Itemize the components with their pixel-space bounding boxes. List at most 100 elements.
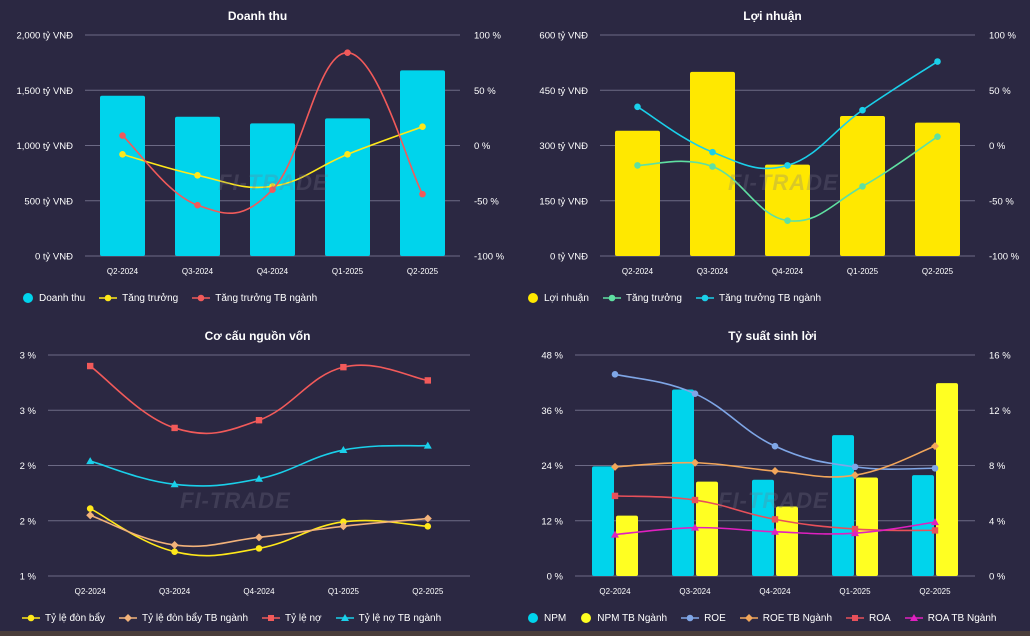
point-tang-truong-tb-nganh (119, 132, 126, 139)
x-tick-label: Q1-2025 (328, 587, 360, 596)
bar-npm-tb-nganh[interactable] (616, 515, 638, 576)
point-ty-le-no (340, 363, 347, 371)
legend-label: ROA (869, 612, 891, 624)
x-tick-label: Q2-2024 (622, 267, 654, 276)
bar-npm-tb-nganh[interactable] (696, 481, 718, 576)
legend-item-loi-nhuan[interactable]: Lợi nhuận (527, 292, 589, 304)
x-tick-label: Q4-2024 (772, 267, 804, 276)
profitability-legend[interactable]: NPM NPM TB Ngành ROE ROE TB Ngành ROA ROA TB … (527, 612, 1010, 624)
legend-item-roa[interactable]: ROA (846, 612, 891, 624)
point-ty-le-no (424, 377, 431, 384)
legend-icon (192, 294, 211, 302)
legend-label: NPM TB Ngành (597, 612, 668, 624)
revenue-chart: 0 tỷ VNĐ 500 tỷ VNĐ 1,000 tỷ VNĐ 1,500 tỷ V… (17, 31, 505, 277)
y2-tick-label: 0 % (474, 141, 491, 152)
legend-item-ty-le-don-bay[interactable]: Tỷ lệ đòn bẩy (22, 612, 105, 624)
bar-npm[interactable] (912, 475, 934, 576)
y-tick-label: 450 tỷ VNĐ (539, 86, 588, 97)
point-tang-truong (194, 172, 201, 179)
legend-item-npm[interactable]: NPM (527, 612, 566, 624)
bar-npm-tb-nganh[interactable] (856, 477, 878, 576)
legend-label: Tỷ lệ đòn bẩy (45, 612, 106, 624)
point-ty-le-don-bay (424, 522, 432, 530)
y2-tick-label: 50 % (989, 86, 1011, 97)
y-tick-label: 150 tỷ VNĐ (539, 196, 588, 207)
point-roa (931, 527, 939, 534)
point-ty-le-don-bay-tb-nganh (86, 511, 95, 520)
legend-item-tang-truong[interactable]: Tăng trưởng (99, 292, 178, 304)
point-roa-tb-nganh (691, 523, 699, 531)
point-tang-truong-tb-nganh (344, 49, 351, 56)
legend-item-roa-tb-nganh[interactable]: ROA TB Ngành (904, 612, 996, 624)
line-ty-le-don-bay-tb-nganh (89, 514, 428, 548)
point-roe-tb-nganh (611, 462, 619, 471)
point-tang-truong-tb-nganh (269, 186, 276, 193)
capital-structure-legend[interactable]: Tỷ lệ đòn bẩy Tỷ lệ đòn bẩy TB ngành Tỷ lệ… (22, 612, 455, 624)
point-ty-le-don-bay (171, 548, 178, 555)
profitability-panel: Tỷ suất sinh lời 0 % 12 % 24 % 36 % 48 % 0 % 4… (515, 318, 1030, 636)
legend-icon (846, 615, 865, 621)
bar-doanh-thu[interactable] (100, 95, 145, 257)
point-tang-truong (119, 151, 126, 158)
bar-loi-nhuan[interactable] (765, 164, 810, 256)
legend-item-tang-truong-tb-nganh[interactable]: Tăng trưởng TB ngành (696, 292, 821, 304)
y2-tick-label: 0 % (989, 572, 1006, 583)
bar-doanh-thu[interactable] (400, 70, 445, 256)
legend-item-roe[interactable]: ROE (681, 612, 726, 624)
profit-legend[interactable]: Lợi nhuận Tăng trưởng Tăng trưởng TB ngành (527, 292, 835, 304)
point-ty-le-don-bay (86, 505, 94, 512)
y2-tick-label: -50 % (474, 196, 499, 207)
x-tick-label: Q1-2025 (839, 587, 871, 596)
y-tick-label: 500 tỷ VNĐ (24, 196, 73, 207)
legend-icon (335, 614, 354, 621)
watermark-logo: FI-TRADE (718, 488, 829, 513)
legend-item-roe-tb-nganh[interactable]: ROE TB Ngành (739, 612, 832, 624)
bar-loi-nhuan[interactable] (915, 122, 960, 256)
legend-label: Tỷ lệ nợ (285, 612, 322, 624)
bar-npm[interactable] (672, 389, 694, 576)
y-tick-label: 2 % (20, 461, 37, 472)
bar-npm-tb-nganh[interactable] (776, 506, 798, 576)
legend-icon (696, 294, 714, 302)
y-tick-label: 2,000 tỷ VNĐ (17, 31, 74, 42)
bar-npm[interactable] (592, 466, 614, 576)
legend-icon (904, 614, 923, 621)
legend-item-ty-le-don-bay-tb-nganh[interactable]: Tỷ lệ đòn bẩy TB ngành (119, 612, 248, 624)
bar-doanh-thu[interactable] (175, 116, 220, 257)
x-tick-label: Q3-2024 (159, 587, 191, 596)
y-tick-label: 0 % (547, 572, 564, 583)
point-tang-truong (634, 162, 641, 169)
bar-npm[interactable] (752, 479, 774, 576)
x-tick-label: Q2-2025 (407, 267, 439, 276)
legend-item-doanh-thu[interactable]: Doanh thu (22, 292, 85, 304)
point-roa-tb-nganh (931, 518, 939, 526)
y2-tick-label: -100 % (474, 252, 505, 263)
legend-item-tang-truong-tb-nganh[interactable]: Tăng trưởng TB ngành (192, 292, 317, 304)
profit-chart-title: Lợi nhuận (743, 9, 802, 23)
legend-item-npm-tb-nganh[interactable]: NPM TB Ngành (580, 612, 667, 624)
legend-icon (262, 615, 281, 621)
legend-item-tang-truong[interactable]: Tăng trưởng (602, 292, 682, 304)
legend-item-ty-le-no-tb-nganh[interactable]: Tỷ lệ nợ TB ngành (335, 612, 441, 624)
revenue-legend[interactable]: Doanh thu Tăng trưởng Tăng trưởng TB ngành (22, 292, 331, 304)
capital-structure-title: Cơ cấu nguồn vốn (204, 329, 311, 343)
x-tick-label: Q1-2025 (332, 267, 364, 276)
point-tang-truong (419, 123, 426, 131)
point-tang-truong-tb-nganh (859, 106, 866, 114)
point-roe-tb-nganh (931, 442, 939, 451)
x-tick-label: Q2-2024 (107, 267, 139, 276)
bar-doanh-thu[interactable] (325, 118, 370, 257)
y-tick-label: 1,500 tỷ VNĐ (17, 86, 74, 97)
revenue-chart-title: Doanh thu (227, 9, 288, 23)
bar-npm-tb-nganh[interactable] (936, 383, 958, 576)
bar-loi-nhuan[interactable] (615, 130, 660, 256)
profitability-title: Tỷ suất sinh lời (728, 329, 817, 343)
bar-npm[interactable] (832, 435, 854, 576)
point-tang-truong-tb-nganh (784, 162, 791, 169)
point-tang-truong (344, 151, 351, 158)
legend-item-ty-le-no[interactable]: Tỷ lệ nợ (262, 612, 322, 624)
y-tick-label: 600 tỷ VNĐ (539, 31, 588, 42)
y2-tick-label: 8 % (989, 461, 1006, 472)
legend-icon (602, 294, 621, 302)
y-tick-label: 36 % (541, 406, 563, 417)
